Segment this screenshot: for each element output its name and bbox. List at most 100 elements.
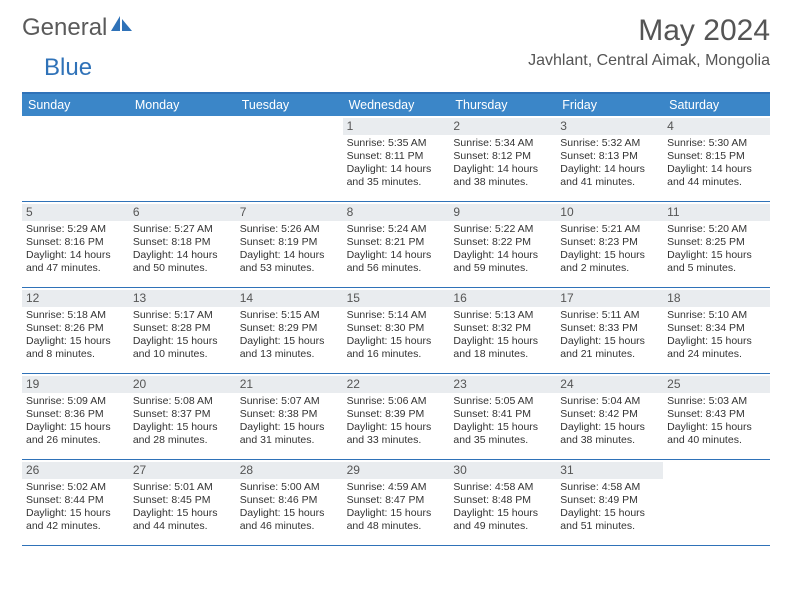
calendar-cell: 10Sunrise: 5:21 AMSunset: 8:23 PMDayligh… [556, 202, 663, 288]
day-detail: Sunrise: 5:04 AMSunset: 8:42 PMDaylight:… [560, 395, 659, 448]
calendar-cell: 29 Sunrise: 4:59 AMSunset: 8:47 PMDayligh… [343, 460, 450, 546]
calendar-cell: 0 [663, 460, 770, 546]
calendar-cell: 15 Sunrise: 5:14 AMSunset: 8:30 PMDayligh… [343, 288, 450, 374]
calendar-cell: 7 Sunrise: 5:26 AMSunset: 8:19 PMDaylight… [236, 202, 343, 288]
day-number: 15 [343, 290, 450, 307]
calendar-cell: 19 Sunrise: 5:09 AMSunset: 8:36 PMDayligh… [22, 374, 129, 460]
day-detail: Sunrise: 5:30 AMSunset: 8:15 PMDaylight:… [667, 137, 766, 190]
day-number: 27 [129, 462, 236, 479]
day-detail: Sunrise: 5:20 AMSunset: 8:25 PMDaylight:… [667, 223, 766, 276]
title-block: May 2024 Javhlant, Central Aimak, Mongol… [528, 14, 770, 70]
calendar-cell: 9 Sunrise: 5:22 AMSunset: 8:22 PMDaylight… [449, 202, 556, 288]
calendar-cell: 25Sunrise: 5:03 AMSunset: 8:43 PMDayligh… [663, 374, 770, 460]
calendar-cell: 11Sunrise: 5:20 AMSunset: 8:25 PMDayligh… [663, 202, 770, 288]
day-detail: Sunrise: 5:15 AMSunset: 8:29 PMDaylight:… [240, 309, 339, 362]
logo-text-blue: Blue [44, 54, 92, 82]
day-number: 18 [663, 290, 770, 307]
day-number: 29 [343, 462, 450, 479]
calendar-cell: 23 Sunrise: 5:05 AMSunset: 8:41 PMDayligh… [449, 374, 556, 460]
day-detail: Sunrise: 5:07 AMSunset: 8:38 PMDaylight:… [240, 395, 339, 448]
day-number: 2 [449, 118, 556, 135]
day-detail: Sunrise: 5:09 AMSunset: 8:36 PMDaylight:… [26, 395, 125, 448]
day-detail: Sunrise: 5:13 AMSunset: 8:32 PMDaylight:… [453, 309, 552, 362]
day-number: 28 [236, 462, 343, 479]
day-detail: Sunrise: 4:58 AMSunset: 8:48 PMDaylight:… [453, 481, 552, 534]
logo-text-general: General [22, 14, 107, 42]
day-number: 21 [236, 376, 343, 393]
day-number: 31 [556, 462, 663, 479]
day-number: 23 [449, 376, 556, 393]
weekday-monday: Monday [129, 94, 236, 116]
calendar-cell: 0 [22, 116, 129, 202]
day-number: 20 [129, 376, 236, 393]
day-number: 26 [22, 462, 129, 479]
day-number: 24 [556, 376, 663, 393]
day-detail: Sunrise: 5:08 AMSunset: 8:37 PMDaylight:… [133, 395, 232, 448]
day-detail: Sunrise: 4:59 AMSunset: 8:47 PMDaylight:… [347, 481, 446, 534]
location: Javhlant, Central Aimak, Mongolia [528, 52, 770, 70]
weekday-wednesday: Wednesday [343, 94, 450, 116]
day-detail: Sunrise: 5:22 AMSunset: 8:22 PMDaylight:… [453, 223, 552, 276]
calendar-cell: 28 Sunrise: 5:00 AMSunset: 8:46 PMDayligh… [236, 460, 343, 546]
calendar-cell: 26 Sunrise: 5:02 AMSunset: 8:44 PMDayligh… [22, 460, 129, 546]
calendar-cell: 16 Sunrise: 5:13 AMSunset: 8:32 PMDayligh… [449, 288, 556, 374]
day-number: 14 [236, 290, 343, 307]
day-detail: Sunrise: 5:01 AMSunset: 8:45 PMDaylight:… [133, 481, 232, 534]
calendar-cell: 13 Sunrise: 5:17 AMSunset: 8:28 PMDayligh… [129, 288, 236, 374]
calendar-cell: 0 [236, 116, 343, 202]
calendar-cell: 20 Sunrise: 5:08 AMSunset: 8:37 PMDayligh… [129, 374, 236, 460]
calendar-cell: 4Sunrise: 5:30 AMSunset: 8:15 PMDaylight… [663, 116, 770, 202]
day-number: 7 [236, 204, 343, 221]
weekday-sunday: Sunday [22, 94, 129, 116]
day-detail: Sunrise: 5:18 AMSunset: 8:26 PMDaylight:… [26, 309, 125, 362]
day-number: 13 [129, 290, 236, 307]
day-detail: Sunrise: 5:05 AMSunset: 8:41 PMDaylight:… [453, 395, 552, 448]
weekday-header: SundayMondayTuesdayWednesdayThursdayFrid… [22, 94, 770, 116]
day-detail: Sunrise: 5:34 AMSunset: 8:12 PMDaylight:… [453, 137, 552, 190]
calendar-cell: 17 Sunrise: 5:11 AMSunset: 8:33 PMDayligh… [556, 288, 663, 374]
day-number: 9 [449, 204, 556, 221]
calendar-cell: 5Sunrise: 5:29 AMSunset: 8:16 PMDaylight… [22, 202, 129, 288]
day-number: 16 [449, 290, 556, 307]
calendar-cell: 21 Sunrise: 5:07 AMSunset: 8:38 PMDayligh… [236, 374, 343, 460]
day-detail: Sunrise: 5:26 AMSunset: 8:19 PMDaylight:… [240, 223, 339, 276]
calendar-cell: 31 Sunrise: 4:58 AMSunset: 8:49 PMDayligh… [556, 460, 663, 546]
calendar-cell: 30 Sunrise: 4:58 AMSunset: 8:48 PMDayligh… [449, 460, 556, 546]
day-number: 1 [343, 118, 450, 135]
calendar-cell: 18 Sunrise: 5:10 AMSunset: 8:34 PMDayligh… [663, 288, 770, 374]
day-detail: Sunrise: 5:02 AMSunset: 8:44 PMDaylight:… [26, 481, 125, 534]
logo: General [22, 14, 135, 42]
logo-sail-icon [111, 14, 133, 37]
day-number: 19 [22, 376, 129, 393]
day-detail: Sunrise: 5:24 AMSunset: 8:21 PMDaylight:… [347, 223, 446, 276]
calendar-cell: 6Sunrise: 5:27 AMSunset: 8:18 PMDaylight… [129, 202, 236, 288]
day-number: 5 [22, 204, 129, 221]
day-detail: Sunrise: 5:10 AMSunset: 8:34 PMDaylight:… [667, 309, 766, 362]
day-number: 25 [663, 376, 770, 393]
calendar-cell: 14 Sunrise: 5:15 AMSunset: 8:29 PMDayligh… [236, 288, 343, 374]
day-number: 8 [343, 204, 450, 221]
day-detail: Sunrise: 5:21 AMSunset: 8:23 PMDaylight:… [560, 223, 659, 276]
calendar-grid: 0001Sunrise: 5:35 AMSunset: 8:11 PMDayli… [22, 116, 770, 546]
day-detail: Sunrise: 4:58 AMSunset: 8:49 PMDaylight:… [560, 481, 659, 534]
day-detail: Sunrise: 5:06 AMSunset: 8:39 PMDaylight:… [347, 395, 446, 448]
calendar-cell: 1Sunrise: 5:35 AMSunset: 8:11 PMDaylight… [343, 116, 450, 202]
calendar-cell: 2 Sunrise: 5:34 AMSunset: 8:12 PMDaylight… [449, 116, 556, 202]
calendar-cell: 22 Sunrise: 5:06 AMSunset: 8:39 PMDayligh… [343, 374, 450, 460]
day-number: 22 [343, 376, 450, 393]
day-number: 12 [22, 290, 129, 307]
calendar-cell: 8 Sunrise: 5:24 AMSunset: 8:21 PMDaylight… [343, 202, 450, 288]
day-number: 30 [449, 462, 556, 479]
day-detail: Sunrise: 5:14 AMSunset: 8:30 PMDaylight:… [347, 309, 446, 362]
calendar-cell: 12 Sunrise: 5:18 AMSunset: 8:26 PMDayligh… [22, 288, 129, 374]
calendar-cell: 27 Sunrise: 5:01 AMSunset: 8:45 PMDayligh… [129, 460, 236, 546]
day-number: 17 [556, 290, 663, 307]
day-number: 3 [556, 118, 663, 135]
day-detail: Sunrise: 5:00 AMSunset: 8:46 PMDaylight:… [240, 481, 339, 534]
day-detail: Sunrise: 5:27 AMSunset: 8:18 PMDaylight:… [133, 223, 232, 276]
day-detail: Sunrise: 5:11 AMSunset: 8:33 PMDaylight:… [560, 309, 659, 362]
weekday-thursday: Thursday [449, 94, 556, 116]
weekday-saturday: Saturday [663, 94, 770, 116]
day-detail: Sunrise: 5:17 AMSunset: 8:28 PMDaylight:… [133, 309, 232, 362]
day-detail: Sunrise: 5:32 AMSunset: 8:13 PMDaylight:… [560, 137, 659, 190]
